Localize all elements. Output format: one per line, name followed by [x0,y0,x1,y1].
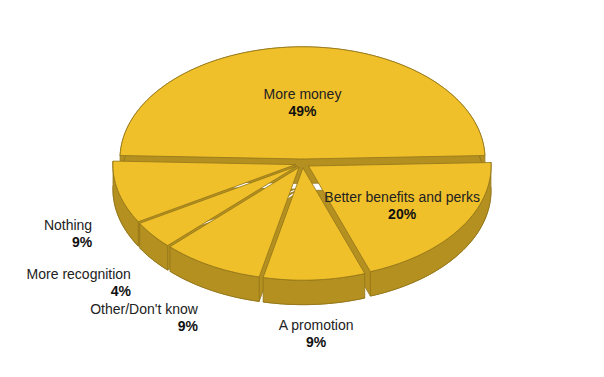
svg-text:More recognition: More recognition [27,266,131,282]
svg-text:Nothing: Nothing [44,217,92,233]
svg-text:20%: 20% [388,206,417,222]
svg-text:Better benefits and perks: Better benefits and perks [324,189,480,205]
svg-text:4%: 4% [111,283,132,299]
svg-text:A promotion: A promotion [279,317,354,333]
svg-text:Other/Don't know: Other/Don't know [90,301,199,317]
svg-text:49%: 49% [288,103,317,119]
svg-text:9%: 9% [72,234,93,250]
svg-text:More money: More money [264,86,342,102]
svg-text:9%: 9% [178,318,199,334]
svg-text:9%: 9% [306,334,327,350]
